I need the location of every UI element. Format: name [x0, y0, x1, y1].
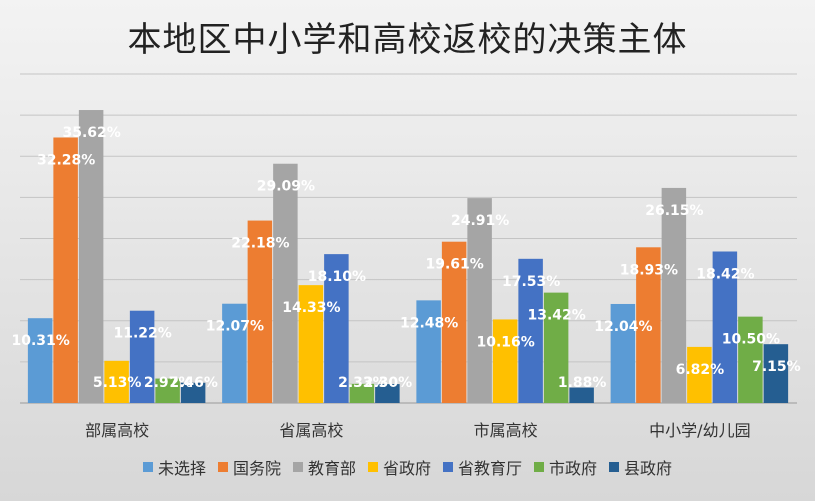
bar-0-2 [416, 300, 441, 403]
bar-6-2 [569, 387, 594, 403]
legend-label-6: 县政府 [624, 459, 673, 478]
data-label-6-0: 2.46% [169, 375, 218, 391]
data-label-2-1: 29.09% [257, 179, 315, 195]
bar-5-1 [349, 383, 375, 403]
data-label-2-2: 24.91% [451, 213, 509, 229]
bar-3-1 [298, 285, 324, 403]
data-label-4-2: 17.53% [502, 274, 560, 290]
legend-label-1: 国务院 [232, 459, 281, 478]
data-label-6-3: 7.15% [752, 359, 801, 375]
data-label-3-3: 6.82% [676, 362, 725, 378]
legend-swatch-4 [443, 462, 453, 472]
bar-2-1 [273, 163, 298, 403]
data-label-1-0: 32.28% [37, 152, 95, 168]
data-label-5-2: 13.42% [527, 308, 585, 324]
legend-swatch-2 [292, 462, 303, 472]
data-label-2-3: 26.15% [645, 203, 703, 219]
data-label-6-1: 2.30% [364, 375, 413, 391]
data-label-0-2: 12.48% [400, 315, 458, 331]
data-label-5-0: 2.97% [144, 375, 193, 391]
legend-item-3: 省政府 [367, 455, 431, 479]
legend-item-6: 县政府 [609, 455, 672, 479]
category-label-0: 部属高校 [85, 421, 149, 440]
legend-label-4: 省教育厅 [458, 459, 523, 478]
legend-item-0: 未选择 [142, 455, 206, 479]
bar-3-2 [492, 319, 518, 403]
legend-item-5: 市政府 [534, 455, 597, 479]
category-label-3: 中小学/幼儿园 [649, 421, 750, 440]
data-label-1-2: 19.61% [425, 257, 483, 273]
legend-item-1: 国务院 [217, 455, 281, 479]
data-label-6-2: 1.88% [558, 375, 607, 391]
legend-label-5: 市政府 [549, 459, 598, 478]
bar-2-0 [78, 110, 104, 403]
chart-title: 本地区中小学和高校返校的决策主体 [127, 20, 688, 60]
data-label-1-1: 22.18% [231, 236, 289, 252]
bar-4-2 [518, 258, 543, 403]
data-label-4-0: 11.22% [113, 326, 171, 342]
legend-label-3: 省政府 [382, 459, 431, 478]
bar-5-3 [738, 316, 763, 403]
bar-1-1 [247, 220, 273, 403]
bar-0-3 [610, 303, 636, 403]
bar-4-1 [324, 254, 349, 403]
legend-swatch-6 [609, 462, 620, 472]
data-label-3-0: 5.13% [93, 375, 142, 391]
legend-swatch-1 [217, 462, 228, 472]
bar-0-1 [222, 303, 247, 403]
legend: 未选择 国务院 教育部 省政府 省教育厅 市政府 县政府 [0, 455, 815, 479]
bar-2-3 [661, 187, 687, 403]
data-label-4-3: 18.42% [696, 266, 754, 282]
data-label-0-3: 12.04% [594, 319, 652, 335]
bar-1-2 [441, 241, 467, 403]
bar-6-3 [763, 344, 789, 403]
legend-swatch-5 [534, 462, 545, 472]
bar-1-3 [636, 247, 661, 403]
legend-item-2: 教育部 [292, 455, 356, 479]
data-label-5-1: 2.33% [338, 375, 387, 391]
legend-label-0: 未选择 [157, 459, 206, 478]
bar-4-3 [712, 251, 738, 403]
data-label-5-3: 10.50% [722, 332, 780, 348]
bar-0-0 [27, 318, 53, 403]
bar-1-0 [53, 137, 78, 403]
data-label-3-2: 10.16% [476, 334, 534, 350]
data-label-1-3: 18.93% [620, 262, 678, 278]
category-label-2: 市属高校 [474, 421, 538, 440]
bar-4-0 [129, 310, 155, 403]
legend-item-4: 省教育厅 [443, 455, 522, 479]
bar-6-1 [375, 384, 400, 403]
data-label-0-0: 10.31% [11, 333, 69, 349]
legend-label-2: 教育部 [307, 459, 356, 478]
bar-5-0 [155, 378, 180, 403]
data-label-4-1: 18.10% [308, 269, 366, 285]
bar-5-2 [543, 292, 569, 403]
bar-2-2 [467, 198, 492, 403]
legend-swatch-3 [367, 462, 378, 472]
bar-6-0 [180, 382, 206, 403]
data-label-0-1: 12.07% [206, 319, 264, 335]
legend-swatch-0 [142, 462, 153, 472]
category-label-1: 省属高校 [279, 421, 343, 440]
data-label-3-1: 14.33% [282, 300, 340, 316]
bar-3-0 [104, 360, 129, 403]
bar-3-3 [687, 346, 712, 403]
data-label-2-0: 35.62% [62, 125, 120, 141]
